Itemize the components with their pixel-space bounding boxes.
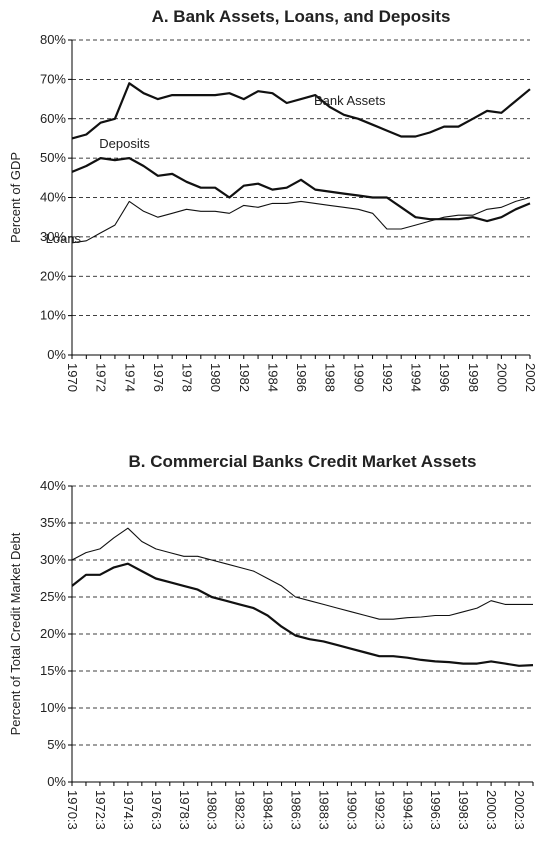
y-tick-label: 25%: [40, 589, 66, 604]
x-tick-label: 1988: [323, 363, 338, 392]
series-line: [71, 196, 531, 244]
x-tick-label: 1984:3: [261, 790, 276, 830]
y-tick-label: 70%: [40, 71, 66, 86]
y-axis-label: Percent of GDP: [8, 152, 23, 243]
x-tick-label: 1978:3: [177, 790, 192, 830]
x-tick-label: 1982: [237, 363, 252, 392]
x-tick-label: 1996: [437, 363, 452, 392]
y-tick-label: 10%: [40, 308, 66, 323]
x-tick-label: 1990: [351, 363, 366, 392]
x-tick-label: 1994: [409, 363, 424, 392]
x-tick-label: 1990:3: [344, 790, 359, 830]
x-tick-label: 1982:3: [233, 790, 248, 830]
x-tick-label: 1992:3: [372, 790, 387, 830]
x-tick-label: 1974:3: [121, 790, 136, 830]
x-tick-label: 1996:3: [428, 790, 443, 830]
x-tick-label: 2002:3: [512, 790, 527, 830]
x-tick-label: 1998:3: [456, 790, 471, 830]
y-tick-label: 20%: [40, 268, 66, 283]
y-tick-label: 15%: [40, 663, 66, 678]
series-line: [71, 157, 531, 223]
series-label: Loans: [46, 231, 82, 246]
x-tick-label: 1972:3: [93, 790, 108, 830]
x-tick-label: 1976: [151, 363, 166, 392]
x-tick-label: 1986: [294, 363, 309, 392]
y-tick-label: 0%: [47, 347, 66, 362]
series-line: [71, 82, 531, 140]
x-tick-label: 1970:3: [65, 790, 80, 830]
x-tick-label: 1994:3: [400, 790, 415, 830]
x-tick-label: 1974: [122, 363, 137, 392]
x-tick-label: 1970: [65, 363, 80, 392]
chart-title: A. Bank Assets, Loans, and Deposits: [152, 7, 451, 26]
y-tick-label: 40%: [40, 190, 66, 205]
series-label: Deposits: [99, 136, 150, 151]
y-tick-label: 35%: [40, 515, 66, 530]
y-tick-label: 5%: [47, 737, 66, 752]
y-tick-label: 30%: [40, 229, 66, 244]
x-tick-label: 1988:3: [316, 790, 331, 830]
x-tick-label: 2000:3: [484, 790, 499, 830]
x-tick-label: 1998: [466, 363, 481, 392]
x-tick-label: 1992: [380, 363, 395, 392]
y-tick-label: 0%: [47, 774, 66, 789]
x-tick-label: 1976:3: [149, 790, 164, 830]
x-tick-label: 1972: [94, 363, 109, 392]
series-line: [71, 562, 534, 667]
y-tick-label: 60%: [40, 111, 66, 126]
series-line: [71, 527, 533, 620]
y-tick-label: 40%: [40, 478, 66, 493]
y-tick-label: 80%: [40, 32, 66, 47]
chart-title: B. Commercial Banks Credit Market Assets: [128, 452, 476, 471]
y-tick-label: 20%: [40, 626, 66, 641]
y-axis-label: Percent of Total Credit Market Debt: [8, 532, 23, 735]
series-label: Bank Assets: [314, 93, 386, 108]
x-tick-label: 2000: [494, 363, 509, 392]
x-tick-label: 1984: [265, 363, 280, 392]
y-tick-label: 30%: [40, 552, 66, 567]
x-tick-label: 1980:3: [205, 790, 220, 830]
x-tick-label: 1978: [180, 363, 195, 392]
y-tick-label: 10%: [40, 700, 66, 715]
x-tick-label: 1986:3: [289, 790, 304, 830]
y-tick-label: 50%: [40, 150, 66, 165]
x-tick-label: 2002: [523, 363, 535, 392]
x-tick-label: 1980: [208, 363, 223, 392]
